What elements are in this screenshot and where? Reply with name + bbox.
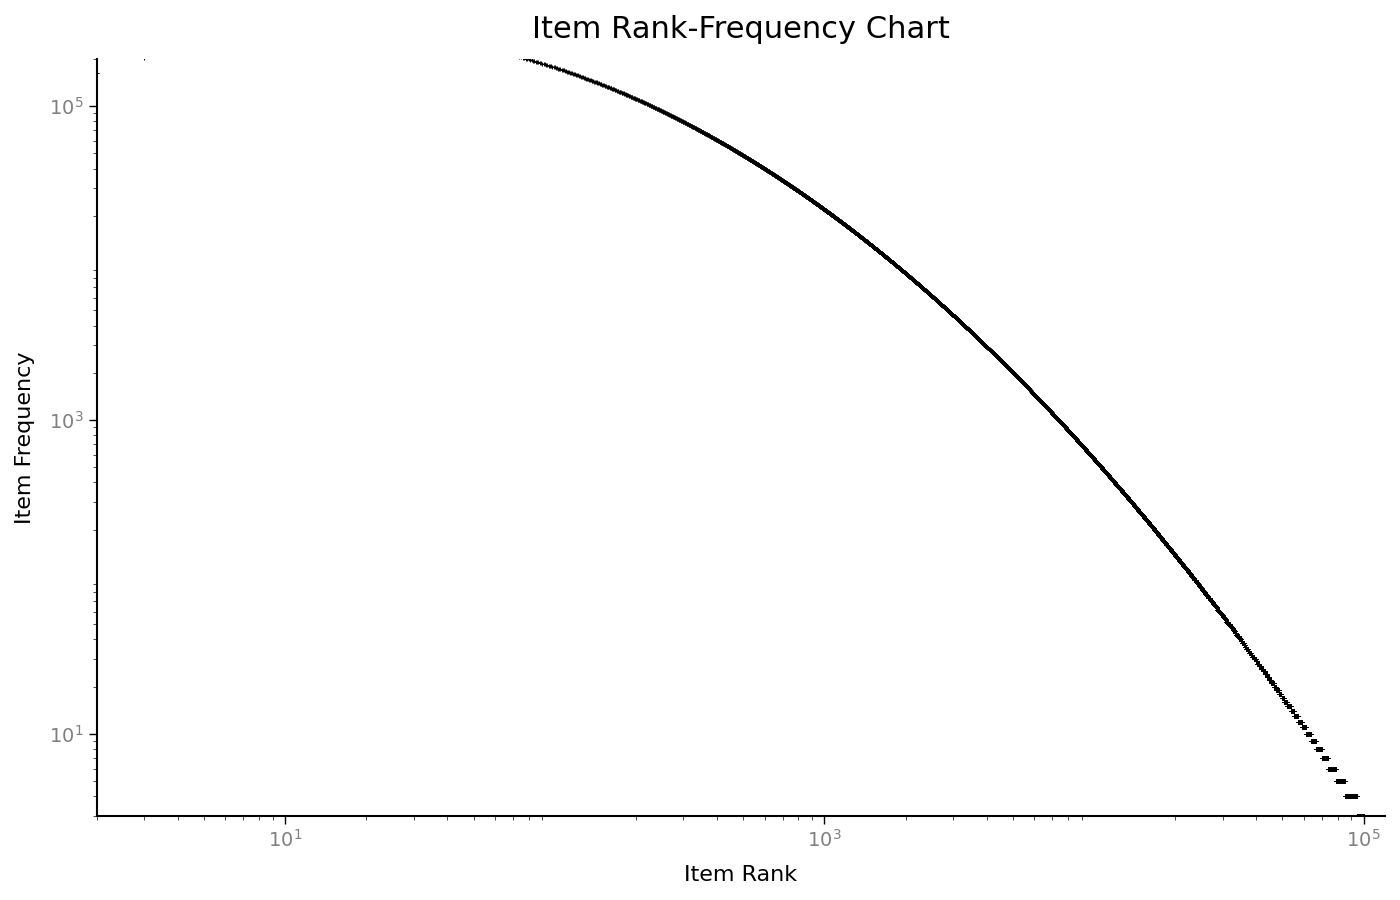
Title: Item Rank-Frequency Chart: Item Rank-Frequency Chart [532, 15, 949, 44]
Y-axis label: Item Frequency: Item Frequency [15, 351, 35, 524]
X-axis label: Item Rank: Item Rank [685, 865, 798, 885]
